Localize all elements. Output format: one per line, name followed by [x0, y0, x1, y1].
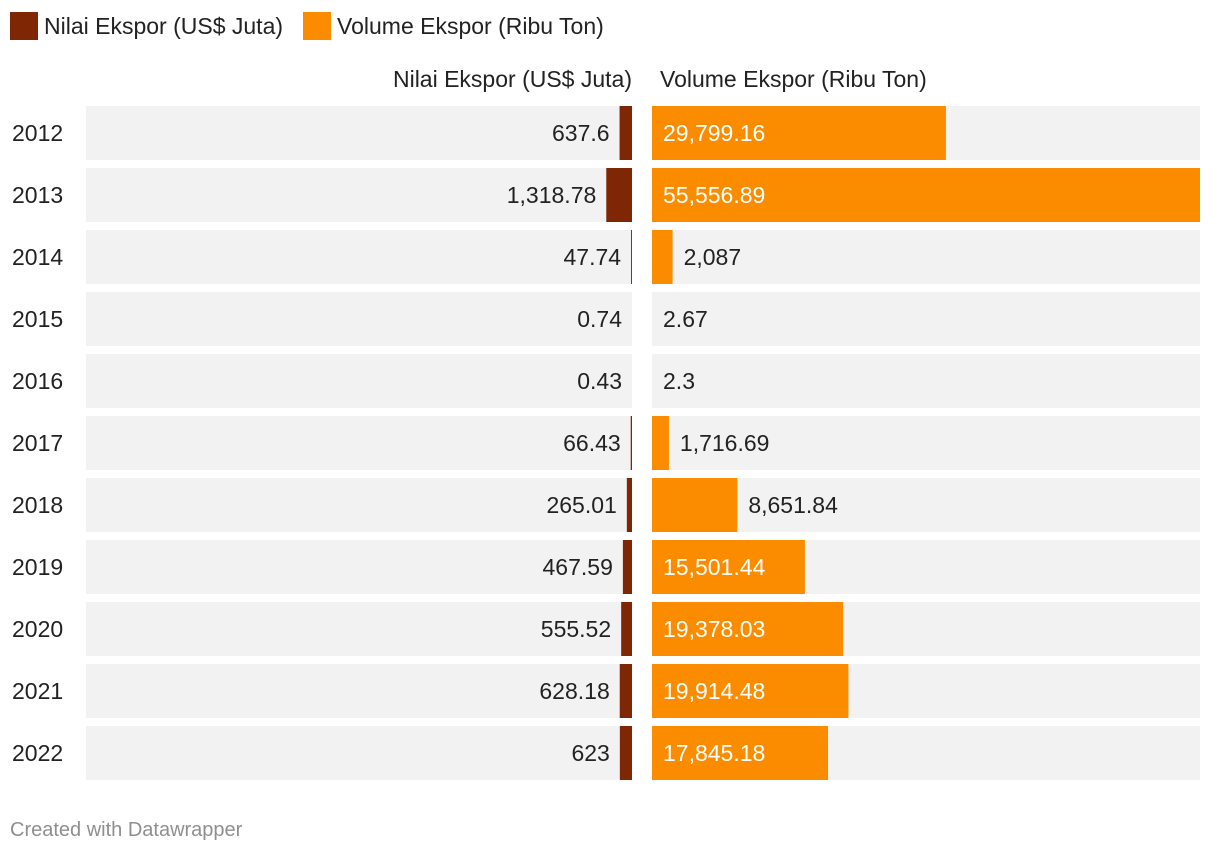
nilai-value-label-2021: 628.18	[539, 678, 609, 704]
nilai-bar-2013	[606, 168, 632, 222]
volume-bar-2020	[652, 602, 844, 656]
nilai-value-label-2014: 47.74	[564, 244, 622, 270]
volume-value-label-2017: 1,716.69	[680, 430, 770, 456]
volume-bar-2021	[652, 664, 849, 718]
nilai-bar-2019	[622, 540, 632, 594]
footer-credit: Created with Datawrapper	[10, 819, 243, 841]
nilai-value-label-2019: 467.59	[543, 554, 613, 580]
legend-swatch-nilai	[10, 12, 38, 40]
legend-swatch-volume	[303, 12, 332, 40]
volume-value-label-2016: 2.3	[663, 368, 695, 394]
nilai-value-label-2018: 265.01	[546, 492, 616, 518]
volume-value-label-2012: 29,799.16	[663, 120, 765, 146]
year-label-2012: 2012	[12, 120, 63, 146]
year-label-2018: 2018	[12, 492, 63, 518]
nilai-bar-2020	[621, 602, 632, 656]
volume-value-label-2015: 2.67	[663, 306, 708, 332]
year-label-2020: 2020	[12, 616, 63, 642]
volume-bar-2019	[652, 540, 805, 594]
nilai-row-background-2018	[86, 478, 632, 532]
nilai-row-background-2020	[86, 602, 632, 656]
legend-label-nilai: Nilai Ekspor (US$ Juta)	[44, 12, 284, 39]
volume-value-label-2022: 17,845.18	[663, 740, 765, 766]
volume-value-label-2021: 19,914.48	[663, 678, 765, 704]
nilai-value-label-2022: 623	[571, 740, 609, 766]
column-header-volume: Volume Ekspor (Ribu Ton)	[660, 66, 927, 92]
nilai-value-label-2017: 66.43	[563, 430, 621, 456]
nilai-row-background-2015	[86, 292, 632, 346]
nilai-value-label-2012: 637.6	[552, 120, 610, 146]
volume-row-background-2015	[652, 292, 1200, 346]
nilai-bar-2017	[630, 416, 632, 470]
nilai-value-label-2016: 0.43	[577, 368, 622, 394]
year-label-2014: 2014	[12, 244, 63, 270]
year-label-2013: 2013	[12, 182, 63, 208]
nilai-row-background-2016	[86, 354, 632, 408]
nilai-bar-2021	[619, 664, 632, 718]
volume-value-label-2020: 19,378.03	[663, 616, 765, 642]
year-label-2016: 2016	[12, 368, 63, 394]
year-label-2022: 2022	[12, 740, 63, 766]
nilai-value-label-2020: 555.52	[541, 616, 611, 642]
nilai-bar-2022	[619, 726, 632, 780]
volume-value-label-2013: 55,556.89	[663, 182, 765, 208]
chart-legend: Nilai Ekspor (US$ Juta) Volume Ekspor (R…	[10, 10, 624, 42]
volume-value-label-2019: 15,501.44	[663, 554, 766, 580]
nilai-row-background-2013	[86, 168, 632, 222]
volume-bar-2012	[652, 106, 946, 160]
nilai-bar-2014	[631, 230, 632, 284]
nilai-bar-2018	[626, 478, 632, 532]
volume-bar-2013	[652, 168, 1200, 222]
volume-bar-2022	[652, 726, 829, 780]
nilai-row-background-2012	[86, 106, 632, 160]
nilai-row-background-2021	[86, 664, 632, 718]
nilai-value-label-2013: 1,318.78	[507, 182, 597, 208]
volume-bar-2014	[652, 230, 673, 284]
nilai-value-label-2015: 0.74	[577, 306, 622, 332]
legend-item-nilai: Nilai Ekspor (US$ Juta)	[10, 12, 283, 40]
legend-item-volume: Volume Ekspor (Ribu Ton)	[303, 12, 604, 40]
volume-bar-2017	[652, 416, 669, 470]
year-label-2015: 2015	[12, 306, 63, 332]
nilai-row-background-2014	[86, 230, 632, 284]
nilai-row-background-2022	[86, 726, 632, 780]
volume-row-background-2014	[652, 230, 1200, 284]
column-header-nilai: Nilai Ekspor (US$ Juta)	[392, 66, 632, 92]
nilai-bar-2012	[619, 106, 632, 160]
year-label-2017: 2017	[12, 430, 63, 456]
nilai-row-background-2019	[86, 540, 632, 594]
volume-value-label-2014: 2,087	[684, 244, 742, 270]
volume-row-background-2017	[652, 416, 1200, 470]
volume-bar-2018	[652, 478, 738, 532]
nilai-row-background-2017	[86, 416, 632, 470]
volume-row-background-2016	[652, 354, 1200, 408]
legend-label-volume: Volume Ekspor (Ribu Ton)	[337, 12, 604, 39]
bar-chart: 2012 637.6 29,799.16 2013 1,318.78 55,556.89 2…	[12, 106, 1200, 780]
year-label-2021: 2021	[12, 678, 63, 704]
volume-row-background-2018	[652, 478, 1200, 532]
year-label-2019: 2019	[12, 554, 63, 580]
volume-value-label-2018: 8,651.84	[748, 492, 838, 518]
